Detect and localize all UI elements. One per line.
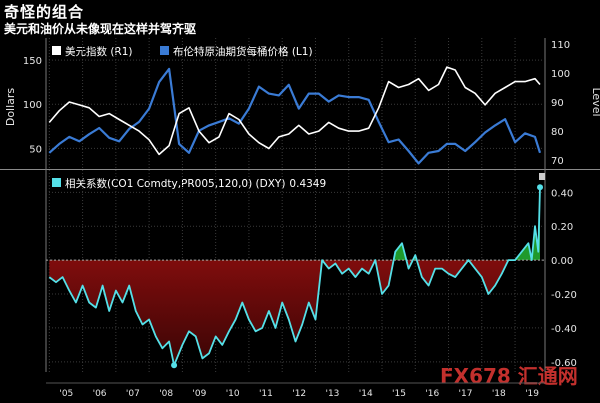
bottom-tick-label: -0.60 [551, 358, 577, 369]
right-tick-label: 110 [551, 40, 570, 51]
left-tick-label: 100 [23, 100, 42, 111]
legend-corr-value: 0.4349 [289, 178, 326, 190]
right-axis-label: Level [590, 87, 600, 116]
x-tick-label: '16 [425, 389, 439, 399]
bottom-tick-label: -0.40 [551, 324, 577, 335]
bottom-tick-label: 0.40 [551, 188, 573, 199]
watermark: FX678 汇通网 [440, 364, 578, 388]
last-point-marker [537, 184, 544, 191]
x-tick-label: '15 [392, 389, 406, 399]
x-tick-label: '09 [192, 389, 206, 399]
right-tick-label: 100 [551, 69, 570, 80]
x-tick-label: '10 [226, 389, 240, 399]
series-line-oil [48, 67, 542, 165]
bottom-tick-label: -0.20 [551, 290, 577, 301]
right-tick-label: 90 [551, 98, 564, 109]
x-tick-label: '06 [93, 389, 107, 399]
legend-swatch-oil [160, 46, 169, 55]
legend-label-corr: 相关系数(CO1 Comdty,PR005,120,0) (DXY) 0.4349 [65, 177, 326, 190]
legend-label-dxy: 美元指数 (R1) [65, 45, 133, 58]
bottom-tick-label: 0.20 [551, 222, 573, 233]
x-tick-label: '18 [492, 389, 506, 399]
series-line-dxy [48, 66, 541, 156]
x-tick-label: '17 [459, 389, 473, 399]
bottom-tick-label: 0.00 [551, 256, 573, 267]
last-value-tag [539, 173, 545, 180]
x-tick-label: '12 [292, 389, 306, 399]
left-axis-label: Dollars [4, 88, 17, 127]
x-tick-label: '07 [126, 389, 140, 399]
legend-swatch-dxy [52, 46, 61, 55]
x-tick-label: '13 [325, 389, 339, 399]
legend-swatch-corr [52, 178, 61, 187]
x-tick-label: '14 [359, 389, 373, 399]
left-tick-label: 50 [29, 144, 42, 155]
left-tick-label: 150 [23, 56, 42, 67]
x-tick-label: '11 [259, 389, 273, 399]
series-line-correlation [48, 187, 541, 367]
chart-subtitle: 美元和油价从未像现在这样并驾齐驱 [4, 22, 197, 36]
legend-corr-name: 相关系数(CO1 Comdty,PR005,120,0) (DXY) [65, 177, 285, 190]
x-tick-label: '08 [159, 389, 173, 399]
legend-label-oil: 布伦特原油期货每桶价格 (L1) [173, 45, 313, 58]
x-tick-label: '19 [525, 389, 539, 399]
chart-title: 奇怪的组合 [4, 3, 85, 21]
x-tick-label: '05 [59, 389, 73, 399]
right-tick-label: 70 [551, 156, 564, 167]
right-tick-label: 80 [551, 127, 564, 138]
min-point-marker [171, 362, 178, 369]
